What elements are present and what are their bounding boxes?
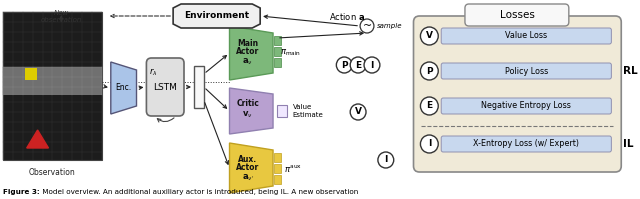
Polygon shape [230,26,273,80]
Text: P: P [341,60,348,69]
Text: $\mathbf{a}_{\nu'}$: $\mathbf{a}_{\nu'}$ [242,173,254,183]
FancyBboxPatch shape [441,136,611,152]
FancyBboxPatch shape [413,16,621,172]
Polygon shape [27,130,49,148]
Circle shape [420,97,438,115]
FancyBboxPatch shape [441,63,611,79]
Circle shape [378,152,394,168]
FancyBboxPatch shape [441,28,611,44]
Circle shape [420,135,438,153]
Text: E: E [355,60,361,69]
Text: I: I [371,60,374,69]
Text: $\pi^\mathrm{aux}$: $\pi^\mathrm{aux}$ [284,163,302,174]
Bar [274,58,281,67]
Polygon shape [230,88,273,134]
Text: RL: RL [623,66,638,76]
Text: Critic: Critic [236,100,259,108]
FancyBboxPatch shape [441,98,611,114]
Text: sample: sample [377,23,403,29]
Text: Main: Main [237,38,259,48]
Text: Negative Entropy Loss: Negative Entropy Loss [481,101,572,110]
Text: Observation: Observation [29,168,76,177]
Text: Policy Loss: Policy Loss [505,66,548,75]
Bar [25,68,36,80]
Bar [277,105,287,117]
Text: $\mathbf{v}_\nu$: $\mathbf{v}_\nu$ [243,110,253,120]
Text: E: E [426,101,433,110]
Circle shape [364,57,380,73]
Polygon shape [230,143,273,193]
Text: $\mathbf{a}_\nu$: $\mathbf{a}_\nu$ [243,57,253,67]
Text: New
observation: New observation [41,10,82,23]
Text: Action $\mathbf{a}$: Action $\mathbf{a}$ [329,11,365,21]
Text: X-Entropy Loss (w/ Expert): X-Entropy Loss (w/ Expert) [474,139,579,148]
Circle shape [337,57,352,73]
Circle shape [420,62,438,80]
Text: I: I [428,139,431,148]
Bar [274,153,281,162]
Text: Enc.: Enc. [116,84,132,93]
Circle shape [360,19,374,33]
Polygon shape [173,4,260,28]
Bar [274,175,281,184]
Text: Model overview. An additional auxiliary actor is introduced, being IL. A new obs: Model overview. An additional auxiliary … [40,189,358,195]
Text: Losses: Losses [500,10,535,20]
Text: I: I [384,155,387,165]
Text: Estimate: Estimate [293,112,324,118]
Text: LSTM: LSTM [153,83,177,92]
Text: Environment: Environment [184,12,249,20]
Text: Actor: Actor [236,164,259,173]
Circle shape [350,104,366,120]
Bar [194,66,204,108]
Text: Aux.: Aux. [238,154,257,164]
Polygon shape [111,62,136,114]
FancyBboxPatch shape [147,58,184,116]
Circle shape [420,27,438,45]
Text: V: V [426,31,433,41]
Text: Actor: Actor [236,48,259,57]
Text: $\pi_\mathrm{main}$: $\pi_\mathrm{main}$ [280,48,301,58]
Text: ~: ~ [362,21,372,31]
Text: $r_\lambda$: $r_\lambda$ [149,66,157,78]
Text: V: V [355,107,362,116]
Circle shape [350,57,366,73]
Text: P: P [426,66,433,75]
Text: IL: IL [623,139,634,149]
Bar [274,36,281,45]
Text: Figure 3:: Figure 3: [3,189,40,195]
Text: Value Loss: Value Loss [505,31,547,41]
FancyBboxPatch shape [465,4,569,26]
Bar [274,164,281,173]
Bar [3,12,102,160]
Bar [274,47,281,56]
Bar [3,67,102,95]
Text: Value: Value [293,104,312,110]
